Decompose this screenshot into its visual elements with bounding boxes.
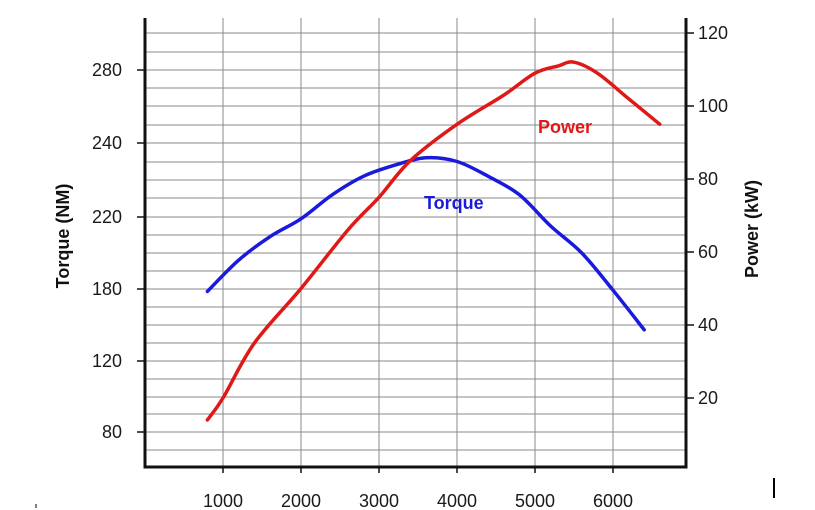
x-tick-label: 1000 [203, 491, 243, 510]
right-tick-label: 60 [698, 242, 718, 262]
right-tick-label: 80 [698, 169, 718, 189]
left-tick-label: 180 [92, 279, 122, 299]
axes [143, 18, 688, 469]
series [205, 60, 662, 422]
left-axis-title: Torque (NM) [53, 184, 73, 289]
ticks: 80 120 180 220 240 280 20 40 60 80 100 120 1000 2000 3… [92, 23, 728, 510]
x-tick-label: 6000 [593, 491, 633, 510]
right-tick-label: 20 [698, 388, 718, 408]
power-series-line [205, 60, 662, 422]
x-tick-label: 5000 [515, 491, 555, 510]
right-axis-title: Power (kW) [742, 180, 762, 278]
x-tick-label: 3000 [359, 491, 399, 510]
torque-series-label: Torque [424, 193, 484, 213]
left-tick-label: 240 [92, 133, 122, 153]
left-tick-label: 120 [92, 351, 122, 371]
left-tick-label: 80 [102, 422, 122, 442]
torque-series-line [205, 155, 646, 332]
right-tick-label: 120 [698, 23, 728, 43]
right-tick-label: 40 [698, 315, 718, 335]
power-series-label: Power [538, 117, 592, 137]
left-tick-label: 220 [92, 207, 122, 227]
right-tick-label: 100 [698, 96, 728, 116]
x-tick-label: 2000 [281, 491, 321, 510]
x-tick-label: 4000 [437, 491, 477, 510]
left-tick-label: 280 [92, 60, 122, 80]
